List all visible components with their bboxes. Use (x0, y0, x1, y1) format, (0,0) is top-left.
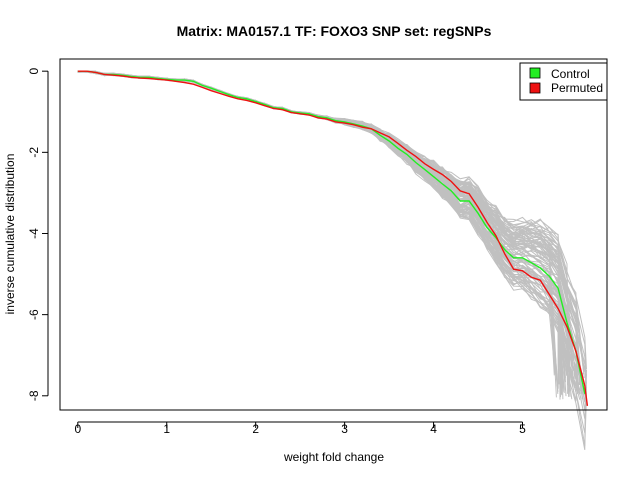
plot-frame (59, 58, 608, 411)
y-axis: 0 -2 -4 -6 -8 (27, 68, 49, 401)
y-tick-label: -2 (27, 147, 41, 158)
x-axis-label: weight fold change (283, 450, 384, 464)
y-tick-label: -4 (27, 228, 41, 239)
series-line-permuted (77, 70, 589, 406)
legend-swatch-permuted (529, 82, 541, 94)
x-tick-label: 4 (430, 422, 437, 436)
legend-label-control: Control (551, 67, 590, 81)
y-tick-label: -8 (27, 390, 41, 401)
y-tick-label: -6 (27, 309, 41, 320)
legend-label-permuted: Permuted (551, 81, 603, 95)
x-tick-label: 3 (341, 422, 348, 436)
x-axis: 0 1 2 3 4 5 (74, 421, 526, 436)
legend-swatch-control (529, 67, 541, 79)
series-lines (77, 70, 589, 406)
y-axis-label: inverse cumulative distribution (3, 154, 17, 315)
x-tick-label: 2 (252, 422, 259, 436)
legend: Control Permuted (519, 62, 608, 101)
y-tick-label: 0 (27, 68, 41, 75)
x-tick-label: 5 (519, 422, 526, 436)
x-tick-label: 0 (74, 422, 81, 436)
chart-title: Matrix: MA0157.1 TF: FOXO3 SNP set: regS… (177, 23, 492, 39)
x-tick-label: 1 (163, 422, 170, 436)
